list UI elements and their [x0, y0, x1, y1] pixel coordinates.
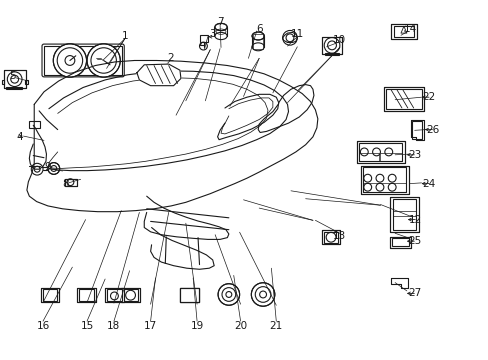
Bar: [321, 37, 342, 54]
Text: 12: 12: [408, 215, 422, 225]
Circle shape: [48, 163, 60, 174]
Ellipse shape: [215, 23, 227, 31]
Bar: [389, 197, 418, 232]
Text: 7: 7: [216, 17, 223, 27]
Text: 3: 3: [209, 29, 216, 39]
Bar: [359, 153, 378, 161]
Text: 18: 18: [107, 321, 121, 331]
Text: 13: 13: [332, 231, 346, 241]
Text: 23: 23: [407, 150, 421, 160]
Text: 4: 4: [16, 132, 23, 142]
Bar: [356, 141, 404, 163]
FancyBboxPatch shape: [42, 44, 124, 77]
Bar: [392, 199, 415, 230]
Bar: [29, 121, 40, 128]
Bar: [4, 70, 26, 88]
Circle shape: [87, 44, 120, 77]
Text: 16: 16: [36, 321, 50, 331]
Text: 11: 11: [290, 29, 304, 39]
Bar: [389, 237, 410, 248]
Bar: [2, 80, 4, 84]
Bar: [4, 70, 26, 88]
Text: 8: 8: [62, 179, 69, 189]
Text: 14: 14: [403, 24, 417, 34]
Bar: [411, 121, 422, 139]
Bar: [25, 80, 28, 84]
Bar: [123, 289, 138, 301]
Ellipse shape: [252, 32, 264, 40]
Bar: [383, 87, 423, 111]
Bar: [356, 141, 404, 163]
Text: 15: 15: [80, 321, 94, 331]
Bar: [180, 288, 198, 302]
Bar: [321, 230, 340, 244]
Bar: [391, 238, 408, 246]
Bar: [180, 288, 198, 302]
Bar: [321, 37, 342, 54]
Text: 22: 22: [422, 92, 435, 102]
Circle shape: [218, 284, 239, 305]
Bar: [386, 89, 421, 109]
Text: 25: 25: [407, 236, 421, 246]
Bar: [363, 167, 406, 192]
Bar: [41, 288, 59, 302]
Bar: [360, 166, 408, 194]
Bar: [363, 183, 406, 192]
Bar: [321, 230, 340, 244]
Bar: [359, 143, 402, 161]
Bar: [390, 24, 416, 39]
Bar: [389, 197, 418, 232]
Bar: [393, 26, 413, 37]
Bar: [182, 289, 196, 301]
Bar: [180, 288, 198, 302]
Bar: [64, 179, 77, 186]
Text: 10: 10: [333, 35, 346, 45]
Bar: [360, 166, 408, 194]
Bar: [383, 87, 423, 111]
Text: 9: 9: [44, 162, 51, 172]
Bar: [325, 53, 338, 55]
Bar: [105, 288, 123, 302]
Text: 17: 17: [143, 321, 157, 331]
Bar: [199, 35, 208, 42]
Bar: [77, 288, 96, 302]
Text: 1: 1: [121, 31, 128, 41]
Bar: [107, 289, 122, 301]
Bar: [6, 87, 21, 89]
Bar: [121, 288, 140, 302]
Text: 19: 19: [190, 321, 203, 331]
Circle shape: [53, 44, 86, 77]
Text: 24: 24: [422, 179, 435, 189]
Bar: [77, 288, 96, 302]
Bar: [380, 153, 402, 161]
Bar: [42, 289, 57, 301]
Bar: [253, 34, 263, 49]
Bar: [41, 288, 59, 302]
Bar: [121, 288, 140, 302]
Text: 6: 6: [255, 24, 262, 34]
Text: 20: 20: [234, 321, 246, 331]
Text: 21: 21: [269, 321, 283, 331]
Bar: [389, 237, 410, 248]
Polygon shape: [137, 64, 181, 86]
Bar: [105, 288, 123, 302]
Bar: [64, 179, 77, 186]
Text: 2: 2: [166, 53, 173, 63]
Bar: [79, 289, 94, 301]
Bar: [323, 232, 338, 243]
Bar: [180, 288, 198, 302]
Bar: [44, 46, 122, 75]
Text: 27: 27: [407, 288, 421, 298]
Text: 5: 5: [9, 71, 16, 81]
Bar: [390, 24, 416, 39]
Circle shape: [251, 283, 274, 306]
Text: 26: 26: [425, 125, 439, 135]
